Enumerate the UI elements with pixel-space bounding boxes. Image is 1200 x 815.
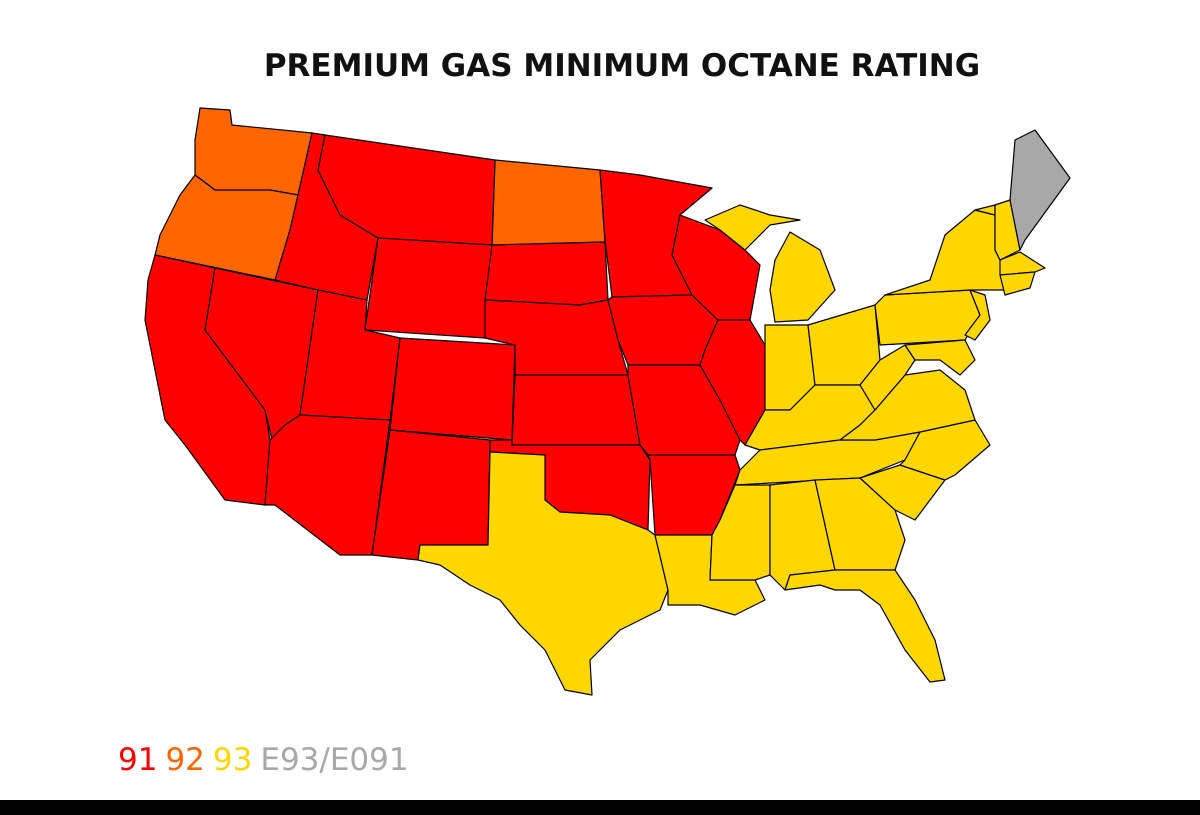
state — [264, 414, 391, 556]
state — [904, 339, 976, 376]
state — [491, 159, 606, 246]
state — [364, 237, 493, 339]
state — [511, 374, 641, 446]
state — [884, 209, 1006, 296]
state — [784, 569, 946, 683]
state — [1009, 129, 1071, 251]
legend-item: E93/E091 — [260, 742, 409, 778]
state — [964, 289, 991, 341]
state — [999, 251, 1046, 276]
state — [994, 199, 1021, 261]
legend: 91 92 93 E93/E091 — [118, 742, 417, 778]
state — [417, 451, 669, 696]
state — [859, 464, 946, 521]
state — [699, 319, 766, 446]
legend-item: 93 — [212, 742, 253, 778]
map-title: PREMIUM GAS MINIMUM OCTANE RATING — [263, 48, 981, 84]
state — [874, 289, 981, 346]
state — [371, 429, 491, 561]
state — [999, 271, 1036, 296]
state — [484, 241, 609, 306]
state — [671, 214, 761, 321]
state — [194, 107, 313, 196]
state — [607, 294, 719, 366]
state — [704, 204, 801, 251]
bottom-bar — [0, 800, 1200, 815]
state — [389, 337, 516, 441]
state — [769, 231, 836, 323]
legend-item: 91 — [118, 742, 158, 778]
legend-item: 92 — [165, 742, 205, 778]
